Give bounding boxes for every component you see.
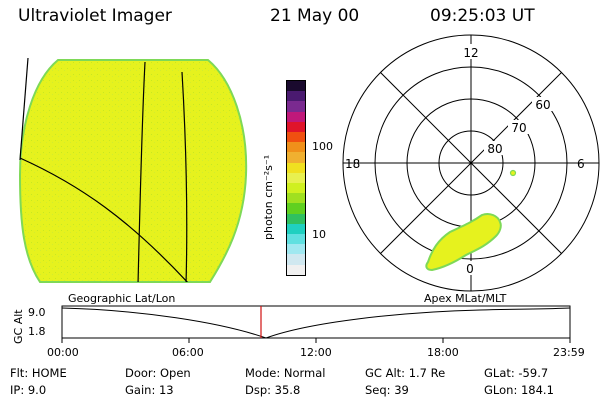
status-glat: GLat: -59.7 [484, 366, 549, 380]
status-mode: Mode: Normal [245, 366, 326, 380]
status-glon: GLon: 184.1 [484, 383, 554, 397]
aurora-oval [425, 212, 502, 272]
colorbar-swatch [287, 213, 305, 224]
colorbar-swatch [287, 81, 305, 92]
colorbar-swatch [287, 193, 305, 204]
status-dsp: Dsp: 35.8 [245, 383, 301, 397]
colorbar-swatch [287, 172, 305, 184]
mlt-diagonal-line [380, 72, 562, 254]
status-flight: Flt: HOME [10, 366, 67, 380]
status-door: Door: Open [125, 366, 191, 380]
colorbar-swatch [287, 132, 305, 143]
colorbar-swatch [287, 111, 305, 122]
earth-disk [18, 59, 248, 283]
meridian-line [181, 71, 188, 282]
colorbar-swatch [287, 101, 305, 112]
lat-label-80: 80 [487, 142, 502, 156]
x-tick-0600: 06:00 [172, 346, 204, 359]
latitude-line [20, 157, 191, 282]
y-tick-9: 9.0 [28, 306, 46, 319]
meridian-line [137, 61, 146, 282]
colorbar-swatch [287, 234, 305, 245]
instrument-title: Ultraviolet Imager [18, 6, 172, 26]
mlt-label-18: 18 [345, 157, 360, 171]
apex-caption: Apex MLat/MLT [424, 292, 507, 305]
mlt-label-12: 12 [463, 46, 478, 60]
status-ip: IP: 9.0 [10, 383, 47, 397]
altitude-curve [61, 307, 571, 339]
colorbar-swatch [287, 264, 305, 275]
x-tick-2359: 23:59 [553, 346, 585, 359]
x-tick-0000: 00:00 [47, 346, 79, 359]
colorbar-swatch [287, 121, 305, 133]
lat-label-60: 60 [535, 98, 550, 112]
status-seq: Seq: 39 [365, 383, 409, 397]
status-gain: Gain: 13 [125, 383, 174, 397]
mlt-label-0: 0 [466, 262, 474, 276]
mlt-label-6: 6 [577, 157, 585, 171]
date-label: 21 May 00 [270, 6, 360, 26]
colorbar-swatch [287, 91, 305, 102]
x-tick-1200: 12:00 [300, 346, 332, 359]
aurora-spot [509, 169, 517, 177]
x-tick-1800: 18:00 [427, 346, 459, 359]
colorbar-swatch [287, 244, 305, 255]
y-tick-1.8: 1.8 [28, 325, 46, 338]
geographic-caption: Geographic Lat/Lon [68, 292, 176, 305]
colorbar [286, 80, 306, 276]
colorbar-swatch [287, 162, 305, 173]
timeline-frame [61, 305, 571, 339]
colorbar-swatch [287, 152, 305, 163]
colorbar-tick-100: 100 [312, 140, 333, 153]
status-gc-alt: GC Alt: 1.7 Re [365, 366, 446, 380]
limb-line [19, 57, 29, 161]
colorbar-swatch [287, 142, 305, 153]
colorbar-swatch [287, 254, 305, 265]
colorbar-swatch [287, 223, 305, 235]
time-label: 09:25:03 UT [430, 6, 535, 26]
colorbar-swatch [287, 203, 305, 214]
colorbar-tick-10: 10 [312, 228, 326, 241]
lat-label-70: 70 [511, 121, 526, 135]
colorbar-swatch [287, 183, 305, 194]
